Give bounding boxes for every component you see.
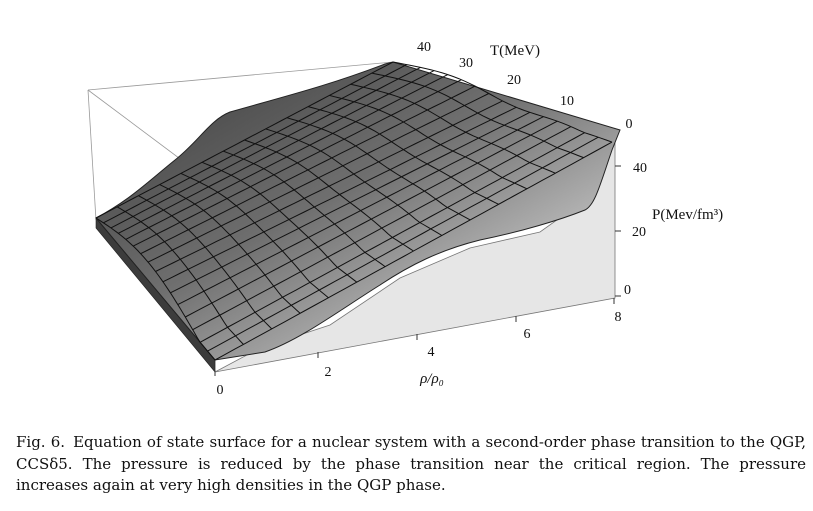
rho-tick-0: 0 [217, 383, 224, 398]
rho-tick-2: 2 [325, 365, 332, 380]
pressure-axis-title: P(Mev/fm³) [652, 207, 723, 223]
caption-label: Fig. 6. [16, 433, 66, 451]
mesh-line-temperature [371, 72, 584, 159]
pressure-tick-20: 20 [632, 225, 646, 240]
pressure-tick-40: 40 [633, 161, 647, 176]
mesh-line-temperature [95, 217, 216, 361]
temperature-axis-title: T(MeV) [490, 43, 540, 59]
pressure-surface [95, 61, 621, 361]
mesh-line-temperature [307, 106, 499, 205]
temperature-tick-40: 40 [417, 40, 431, 55]
temperature-tick-10: 10 [560, 94, 574, 109]
eos-surface-figure: 0 2 4 6 8 ρ/ρ₀ 40 30 20 10 0 T(MeV) 40 2… [87, 40, 723, 398]
mesh-line-temperature [392, 61, 613, 143]
temperature-tick-30: 30 [459, 56, 473, 71]
mesh-line-temperature [265, 128, 443, 236]
temperature-tick-20: 20 [507, 73, 521, 88]
mesh-line-temperature [329, 94, 528, 190]
caption-text: Equation of state surface for a nuclear … [16, 433, 806, 494]
mesh-line-temperature [286, 117, 471, 221]
mesh-line-temperature [116, 206, 244, 345]
tick-marks [214, 165, 621, 376]
mesh-line-temperature [350, 83, 556, 174]
temperature-tick-0: 0 [626, 117, 633, 132]
mesh-line-temperature [180, 172, 329, 299]
mesh-line-temperature [159, 184, 301, 314]
rho-axis-title: ρ/ρ₀ [419, 371, 444, 387]
mesh-line-temperature [244, 139, 414, 252]
pressure-tick-0: 0 [624, 283, 631, 298]
rho-tick-6: 6 [524, 327, 531, 342]
mesh-line-temperature [223, 150, 386, 268]
mesh-line-temperature [138, 195, 273, 330]
mesh-line-temperature [201, 161, 358, 283]
surface-plot: 0 2 4 6 8 ρ/ρ₀ 40 30 20 10 0 T(MeV) 40 2… [87, 40, 723, 398]
rho-tick-4: 4 [428, 345, 435, 360]
surface-mesh [95, 61, 613, 361]
rho-tick-8: 8 [615, 310, 622, 325]
figure-caption: Fig. 6. Equation of state surface for a n… [16, 432, 806, 497]
